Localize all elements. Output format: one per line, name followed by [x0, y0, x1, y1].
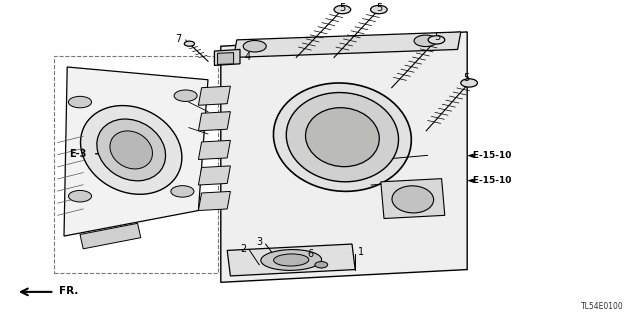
- Ellipse shape: [110, 131, 152, 169]
- Circle shape: [315, 262, 328, 268]
- Polygon shape: [198, 112, 230, 131]
- Ellipse shape: [392, 186, 434, 213]
- Circle shape: [174, 90, 197, 101]
- Text: 6: 6: [307, 249, 314, 259]
- Ellipse shape: [81, 106, 182, 194]
- Polygon shape: [198, 166, 230, 185]
- Text: 2: 2: [240, 244, 246, 254]
- Ellipse shape: [305, 108, 380, 167]
- Text: 1: 1: [358, 247, 365, 257]
- Bar: [54, 56, 218, 273]
- Text: E-3: E-3: [69, 149, 86, 159]
- Circle shape: [334, 5, 351, 14]
- Circle shape: [428, 36, 445, 44]
- Polygon shape: [218, 53, 234, 64]
- Circle shape: [68, 96, 92, 108]
- Polygon shape: [64, 67, 208, 236]
- Text: ◄E-15-10: ◄E-15-10: [467, 151, 513, 160]
- Circle shape: [243, 41, 266, 52]
- Text: ◄E-15-10: ◄E-15-10: [467, 176, 513, 185]
- Polygon shape: [198, 191, 230, 211]
- Ellipse shape: [273, 83, 412, 191]
- Ellipse shape: [274, 254, 308, 266]
- Text: 5: 5: [376, 3, 383, 13]
- Ellipse shape: [261, 249, 321, 271]
- Polygon shape: [214, 49, 240, 65]
- Circle shape: [184, 41, 195, 46]
- Text: 4: 4: [244, 52, 251, 63]
- Polygon shape: [198, 140, 230, 160]
- Circle shape: [414, 35, 437, 47]
- Text: 5: 5: [339, 3, 346, 13]
- Polygon shape: [221, 32, 467, 282]
- Text: 3: 3: [256, 237, 262, 248]
- Text: 5: 5: [463, 73, 469, 83]
- Polygon shape: [227, 244, 355, 276]
- Circle shape: [68, 190, 92, 202]
- Circle shape: [461, 79, 477, 87]
- Text: TL54E0100: TL54E0100: [581, 302, 624, 311]
- Ellipse shape: [286, 93, 399, 182]
- Circle shape: [371, 5, 387, 14]
- Text: 5: 5: [434, 32, 440, 42]
- Text: 7: 7: [175, 34, 181, 44]
- Polygon shape: [381, 179, 445, 219]
- Ellipse shape: [97, 119, 166, 181]
- Polygon shape: [198, 86, 230, 105]
- Polygon shape: [234, 32, 461, 57]
- Text: FR.: FR.: [59, 286, 78, 296]
- Circle shape: [171, 186, 194, 197]
- Polygon shape: [80, 223, 141, 249]
